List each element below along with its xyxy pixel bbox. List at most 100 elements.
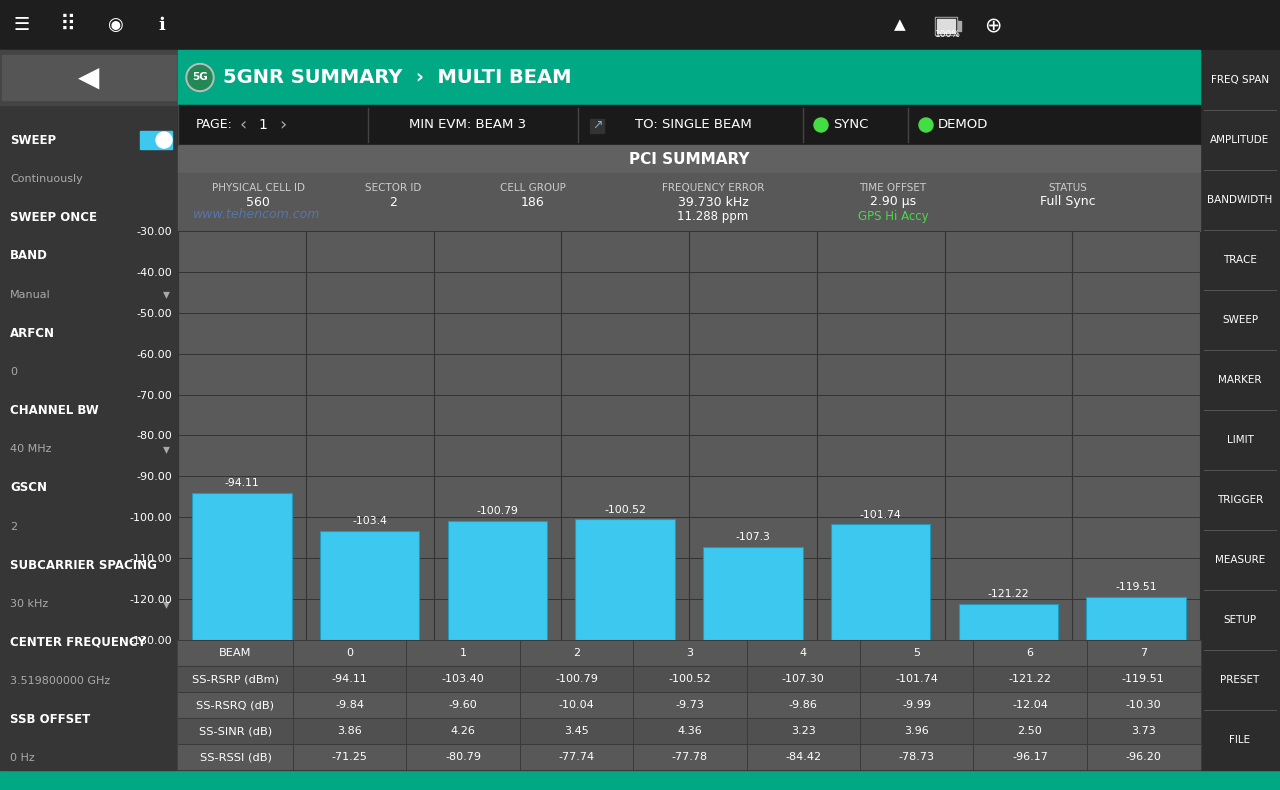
Text: TO: SINGLE BEAM: TO: SINGLE BEAM: [635, 118, 751, 131]
Text: 7: 7: [1139, 648, 1147, 658]
Text: FREQ SPAN: FREQ SPAN: [1211, 75, 1268, 85]
Bar: [140, 131, 172, 149]
Text: 0: 0: [10, 367, 17, 377]
Bar: [0, 50, 178, 105]
Bar: [178, 666, 1201, 692]
Bar: [959, 604, 1059, 640]
Text: -100.52: -100.52: [604, 505, 646, 514]
Bar: [703, 547, 803, 640]
Text: MARKER: MARKER: [1219, 375, 1262, 385]
Text: -96.20: -96.20: [1125, 752, 1161, 762]
Text: GSCN: GSCN: [10, 481, 47, 495]
Text: 30 kHz: 30 kHz: [10, 599, 49, 609]
Text: ◀: ◀: [78, 63, 100, 92]
Bar: [178, 105, 1201, 145]
Text: -94.11: -94.11: [224, 478, 260, 488]
Text: -80.79: -80.79: [445, 752, 481, 762]
Text: -121.22: -121.22: [1009, 674, 1051, 684]
Bar: [0, 770, 1280, 790]
Text: 2: 2: [389, 195, 397, 209]
Circle shape: [156, 132, 172, 148]
Bar: [831, 525, 931, 640]
Text: DEMOD: DEMOD: [938, 118, 988, 131]
Text: SS-RSRQ (dB): SS-RSRQ (dB): [197, 700, 274, 710]
Text: -119.51: -119.51: [1115, 582, 1157, 592]
Text: 3.73: 3.73: [1132, 726, 1156, 736]
Text: SETUP: SETUP: [1224, 615, 1257, 625]
Text: -107.30: -107.30: [782, 674, 824, 684]
Text: 4.26: 4.26: [451, 726, 475, 736]
Text: -9.84: -9.84: [335, 700, 365, 710]
Text: TRIGGER: TRIGGER: [1217, 495, 1263, 505]
Text: 2.90 μs: 2.90 μs: [870, 195, 916, 209]
Text: 0 Hz: 0 Hz: [10, 754, 35, 763]
Text: SS-RSRP (dBm): SS-RSRP (dBm): [192, 674, 279, 684]
Text: 186: 186: [521, 195, 545, 209]
Circle shape: [188, 66, 212, 89]
Text: Manual: Manual: [10, 290, 51, 299]
Bar: [178, 145, 1201, 173]
Text: FREQUENCY ERROR: FREQUENCY ERROR: [662, 183, 764, 193]
Bar: [936, 18, 956, 34]
Text: CENTER FREQUENCY: CENTER FREQUENCY: [10, 636, 146, 649]
Text: 3: 3: [686, 648, 694, 658]
Text: -10.04: -10.04: [558, 700, 594, 710]
Text: AMPLITUDE: AMPLITUDE: [1211, 135, 1270, 145]
Bar: [957, 21, 961, 31]
Text: 5: 5: [913, 648, 920, 658]
Text: 2: 2: [10, 521, 17, 532]
Text: ⊕: ⊕: [984, 15, 1002, 35]
Text: BANDWIDTH: BANDWIDTH: [1207, 195, 1272, 205]
Text: -71.25: -71.25: [332, 752, 367, 762]
Text: -9.99: -9.99: [902, 700, 931, 710]
Text: SWEEP: SWEEP: [10, 134, 56, 147]
Text: BAND: BAND: [10, 250, 47, 262]
Bar: [178, 692, 1201, 718]
Text: PCI SUMMARY: PCI SUMMARY: [628, 152, 749, 167]
Bar: [192, 493, 292, 640]
Text: SYNC: SYNC: [833, 118, 868, 131]
Text: -103.40: -103.40: [442, 674, 484, 684]
Text: 4: 4: [800, 648, 806, 658]
Text: 1: 1: [259, 118, 268, 132]
Text: Full Sync: Full Sync: [1041, 195, 1096, 209]
Text: ℹ: ℹ: [159, 16, 165, 34]
Text: SECTOR ID: SECTOR ID: [365, 183, 421, 193]
Bar: [0, 50, 178, 770]
Bar: [575, 520, 675, 640]
Text: SSB OFFSET: SSB OFFSET: [10, 713, 91, 726]
Text: ARFCN: ARFCN: [10, 327, 55, 340]
Text: 6: 6: [1027, 648, 1033, 658]
Text: PRESET: PRESET: [1220, 675, 1260, 685]
Text: ↗: ↗: [591, 118, 603, 131]
Text: ◉: ◉: [108, 16, 123, 34]
Text: -12.04: -12.04: [1012, 700, 1048, 710]
Text: FILE: FILE: [1229, 735, 1251, 745]
Bar: [320, 531, 420, 640]
Text: 39.730 kHz: 39.730 kHz: [677, 195, 749, 209]
Text: -119.51: -119.51: [1123, 674, 1165, 684]
Text: -100.79: -100.79: [476, 506, 518, 516]
Text: 11.288 ppm: 11.288 ppm: [677, 210, 749, 223]
Text: -9.73: -9.73: [676, 700, 704, 710]
Bar: [178, 640, 1201, 666]
Text: 4.36: 4.36: [677, 726, 703, 736]
Text: SWEEP: SWEEP: [1222, 315, 1258, 325]
Text: 3.96: 3.96: [904, 726, 929, 736]
Text: LIMIT: LIMIT: [1226, 435, 1253, 445]
Text: -100.52: -100.52: [668, 674, 712, 684]
Text: -77.74: -77.74: [558, 752, 594, 762]
Text: GPS Hi Accy: GPS Hi Accy: [858, 210, 928, 223]
Text: 3.519800000 GHz: 3.519800000 GHz: [10, 676, 110, 686]
Text: 100%: 100%: [936, 30, 961, 39]
Text: TRACE: TRACE: [1224, 255, 1257, 265]
Text: -10.30: -10.30: [1125, 700, 1161, 710]
Bar: [178, 640, 1201, 770]
Text: TIME OFFSET: TIME OFFSET: [859, 183, 927, 193]
Text: 3.86: 3.86: [338, 726, 362, 736]
Bar: [178, 744, 1201, 770]
Text: ▾: ▾: [163, 288, 169, 302]
Text: -78.73: -78.73: [899, 752, 934, 762]
Text: PHYSICAL CELL ID: PHYSICAL CELL ID: [211, 183, 305, 193]
Text: -100.79: -100.79: [556, 674, 598, 684]
